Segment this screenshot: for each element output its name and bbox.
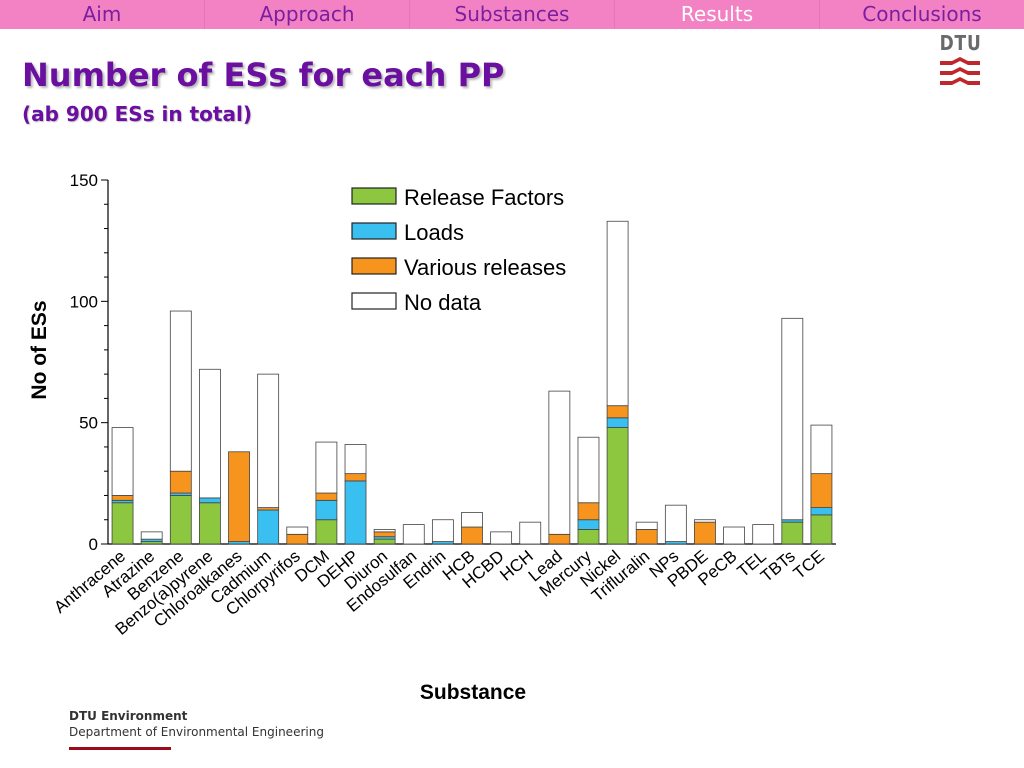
bar-segment [461,512,483,528]
bar-segment [577,502,600,521]
bar-segment [810,473,833,509]
tab-conclusions[interactable]: Conclusions [862,2,982,26]
tab-approach[interactable]: Approach [205,0,410,29]
bar-segment [169,470,192,494]
bar-segment [140,531,163,540]
bar-segment [315,499,338,521]
bar-segment [228,451,250,542]
bar-segment [606,220,629,407]
bar-segment [373,529,396,533]
bar-segment [199,502,221,545]
bar-segment [664,504,687,542]
legend-label: Release Factors [404,185,564,210]
bar-segment [315,519,338,545]
bar-segment [431,519,454,542]
bar-segment [169,310,192,472]
bar-segment [286,526,309,535]
bar-segment [344,444,367,475]
tab-results[interactable]: Results [615,0,820,29]
x-axis-label: Substance [420,681,526,704]
bar-segment [373,538,396,545]
bar-segment [315,441,338,494]
footer-divider [69,747,171,750]
bar-segment [810,514,833,545]
legend-label: No data [404,290,482,315]
bar-segment [344,480,367,545]
bar-segment [781,317,804,521]
bar-segment [810,507,833,516]
legend-swatch [351,187,397,205]
y-tick-label: 150 [70,171,98,190]
page-title: Number of ESs for each PP [22,56,505,94]
y-axis-label: No of ESs [28,300,51,399]
bar-segment [490,531,513,545]
bar-segment [111,427,134,496]
bar-segment [257,509,280,545]
page-subtitle: (ab 900 ESs in total) [22,102,252,126]
bar-segment [723,526,745,545]
bar-segment [257,373,280,508]
bar-segment [199,368,221,499]
bar-segment [111,495,134,501]
bar-segment [781,521,804,545]
bar-segment [519,521,542,545]
bar-segment [461,526,483,545]
bar-segment [635,529,658,545]
bar-segment [548,533,571,545]
bar-segment [606,405,629,419]
bar-segment [577,519,600,530]
y-tick-label: 0 [89,535,98,554]
top-navigation: Aim Approach Substances Results Conclusi… [0,0,1024,29]
bar-segment [752,524,775,545]
legend-label: Various releases [404,255,566,280]
bar-segment [694,521,716,545]
bar-segment [402,524,425,545]
legend-swatch [351,292,397,310]
legend-label: Loads [404,220,464,245]
dtu-logo-mark [940,57,980,85]
bar-segment [199,497,221,504]
bar-segment [635,521,658,530]
y-tick-label: 50 [79,414,98,433]
bar-segment [694,519,716,523]
footer-dept: Department of Environmental Engineering [69,725,324,739]
dtu-logo: DTU [936,31,984,93]
legend-swatch [351,222,397,240]
tab-aim[interactable]: Aim [0,0,205,29]
bar-segment [111,502,134,545]
stacked-bar-chart: 050100150AnthraceneAtrazineBenzeneBenzo(… [28,171,836,704]
bar-segment [606,417,629,428]
bar-segment [286,533,309,545]
x-tick-label: TCE [790,547,828,583]
bar-segment [315,492,338,501]
legend-swatch [351,257,397,275]
bar-segment [548,390,571,535]
bar-segment [344,473,367,482]
tab-substances[interactable]: Substances [410,0,615,29]
bar-segment [606,427,629,545]
logo-text: DTU [939,31,982,55]
bar-segment [373,531,396,538]
footer-org: DTU Environment [69,709,188,723]
bar-segment [810,424,833,475]
bar-segment [577,529,600,545]
bar-segment [169,495,192,545]
bar-segment [577,436,600,504]
y-tick-label: 100 [70,292,98,311]
